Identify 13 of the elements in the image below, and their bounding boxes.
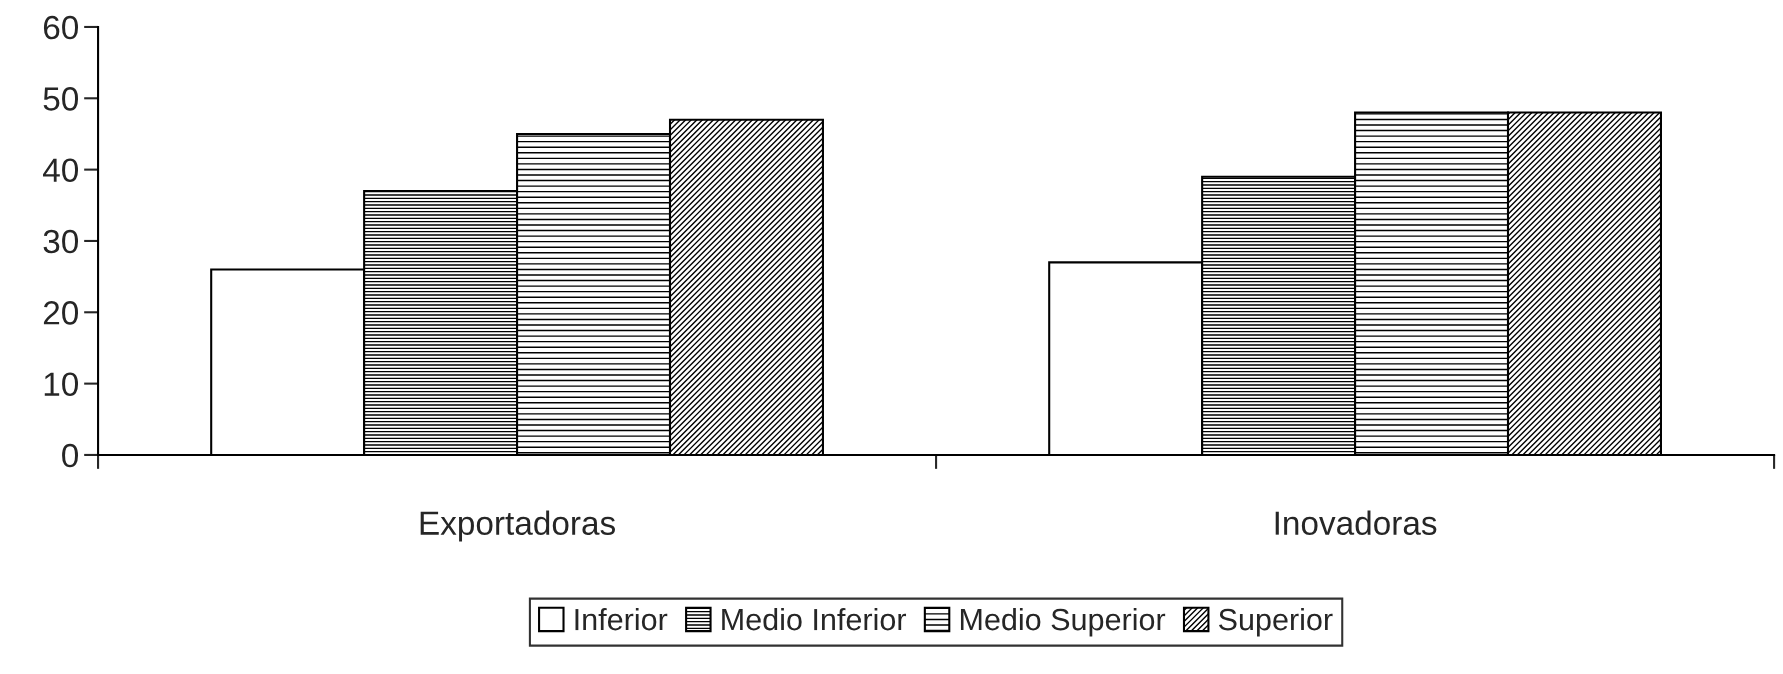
y-tick-label: 50 [43,87,79,111]
y-tick-label: 10 [44,372,79,397]
legend-label: Medio Superior [960,607,1166,637]
legend-label: Medio Inferior [722,607,907,631]
y-tick-label: 60 [43,15,79,40]
y-tick-label: 20 [43,301,79,325]
y-tick-label: 30 [43,229,79,254]
x-tick-label: Exportadoras [420,510,615,542]
y-tick-label: 40 [43,158,79,183]
legend-label: Superior [1218,607,1333,637]
y-tick-label: 0 [62,443,79,468]
x-tick-label: Inovadoras [1275,510,1437,535]
legend-label: Inferior [575,607,668,631]
